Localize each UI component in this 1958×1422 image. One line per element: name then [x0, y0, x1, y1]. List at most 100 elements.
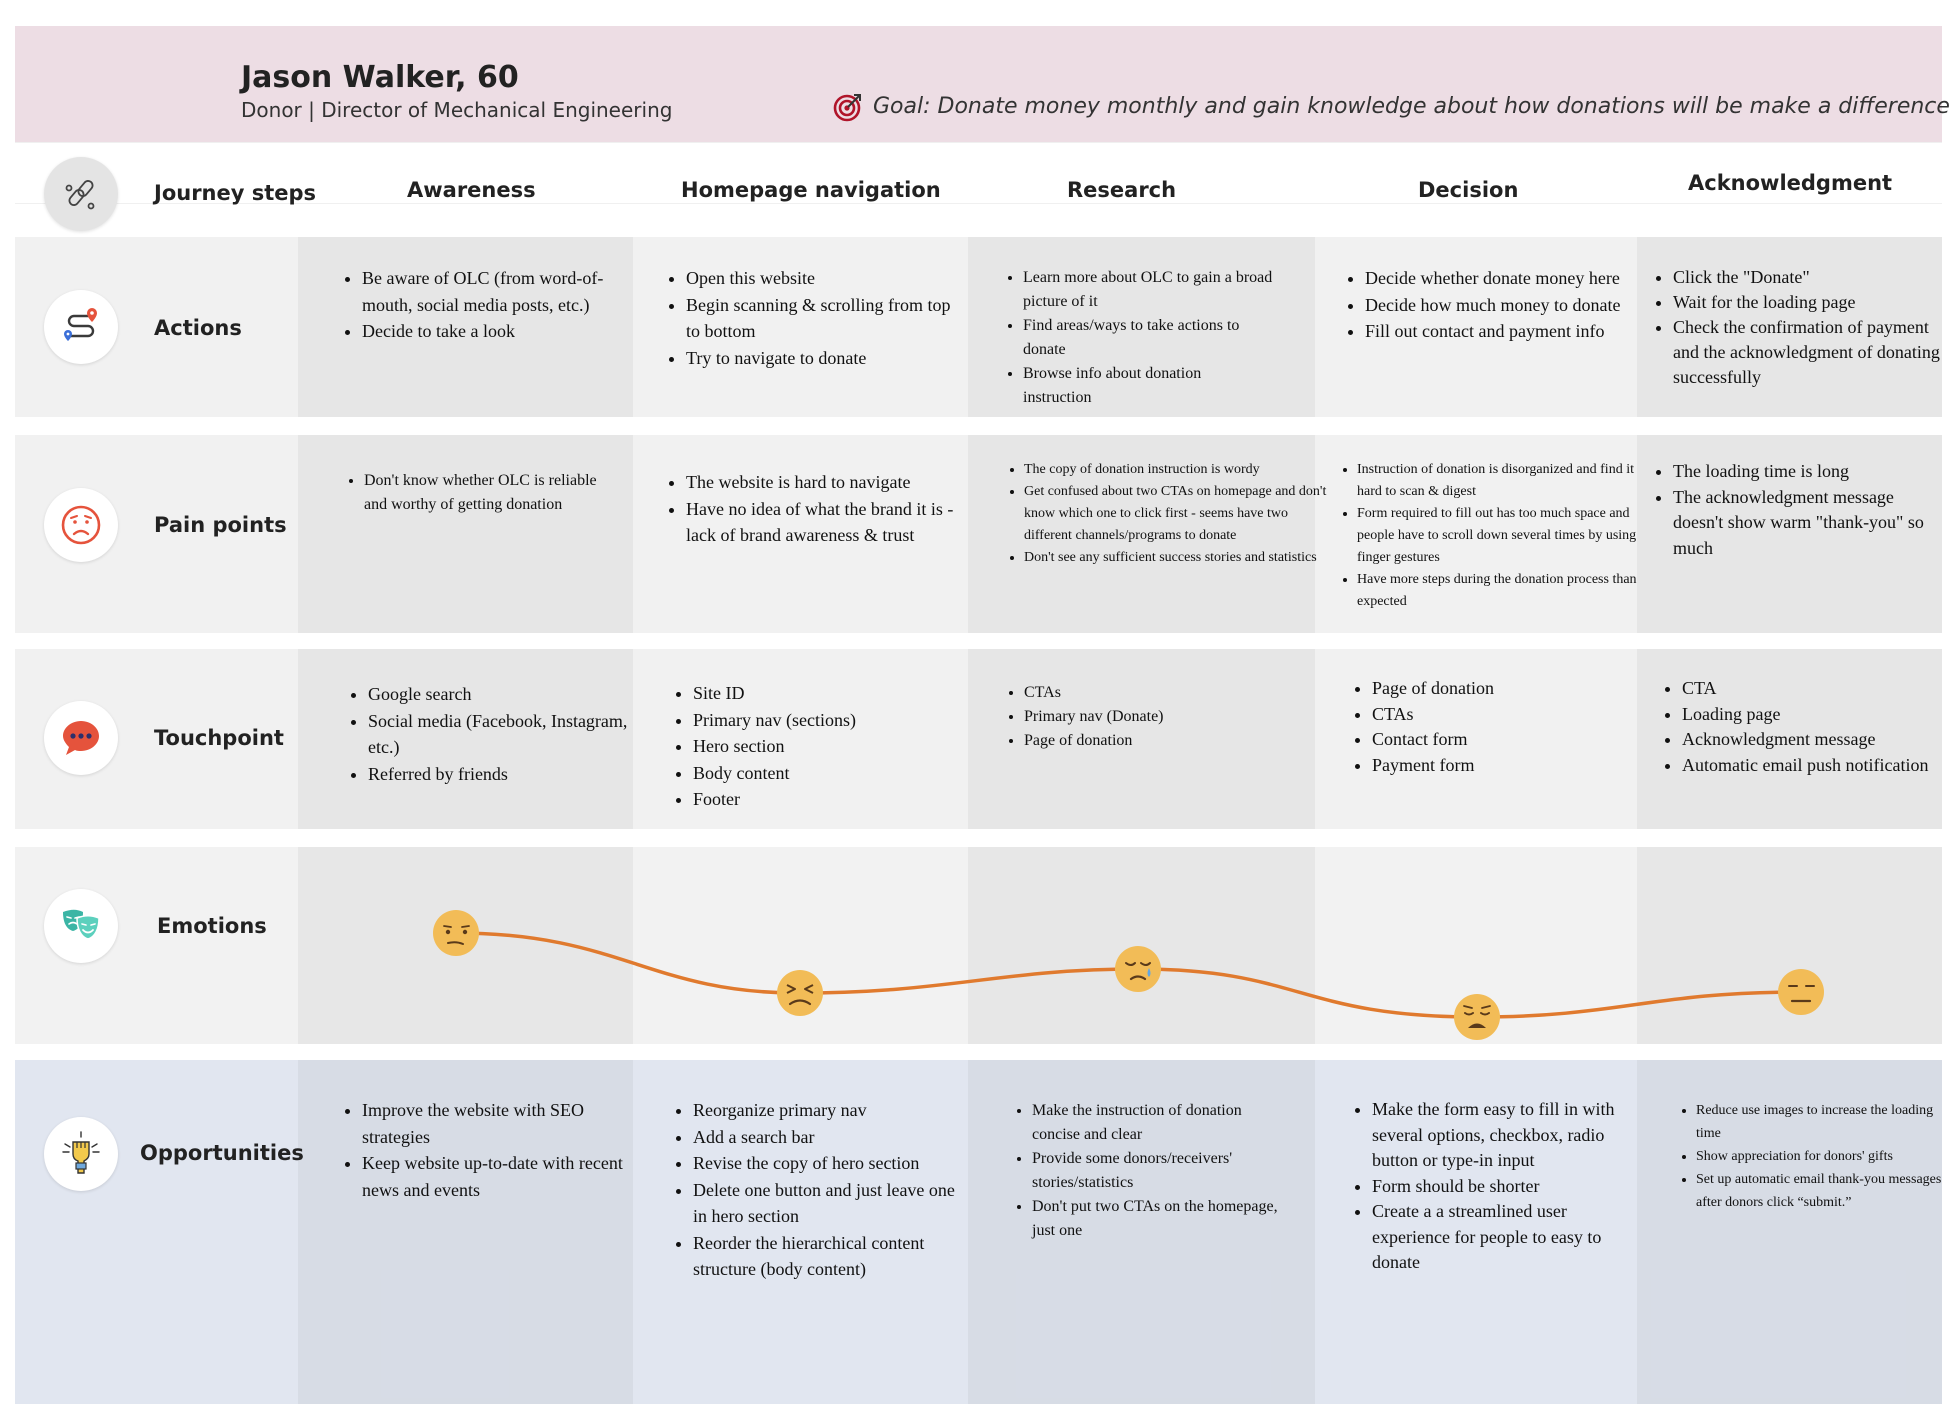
list-item: Page of donation [1024, 729, 1284, 753]
list-item: Keep website up-to-date with recent news… [362, 1150, 634, 1203]
list-item: Find areas/ways to take actions to donat… [1023, 314, 1273, 362]
list-item: Reorder the hierarchical content structu… [693, 1230, 968, 1283]
list-item: Reorganize primary nav [693, 1097, 968, 1124]
list-item: CTAs [1372, 702, 1642, 728]
list-item: Learn more about OLC to gain a broad pic… [1023, 266, 1273, 314]
touchpoint-label: Touchpoint [154, 726, 284, 750]
list-item: Instruction of donation is disorganized … [1357, 459, 1655, 503]
list-item: The copy of donation instruction is word… [1024, 459, 1334, 481]
step-decision: Decision [1418, 178, 1519, 202]
list-item: Contact form [1372, 727, 1642, 753]
list-item: The acknowledgment message doesn't show … [1673, 485, 1945, 562]
touch-decision: Page of donation CTAs Contact form Payme… [1352, 676, 1642, 778]
pain-awareness: Don't know whether OLC is reliable and w… [344, 469, 614, 517]
list-item: CTAs [1024, 681, 1284, 705]
list-item: Click the "Donate" [1673, 265, 1945, 290]
list-item: CTA [1682, 676, 1958, 702]
list-item: Set up automatic email thank-you message… [1696, 1168, 1952, 1214]
step-research: Research [1067, 178, 1177, 202]
actions-homepage-navigation: Open this website Begin scanning & scrol… [666, 265, 968, 371]
actions-label: Actions [154, 316, 242, 340]
list-item: Show appreciation for donors' gifts [1696, 1145, 1952, 1168]
list-item: Add a search bar [693, 1124, 968, 1151]
journey-steps-row [15, 142, 1942, 204]
footsteps-icon [44, 157, 118, 231]
list-item: Browse info about donation instruction [1023, 362, 1273, 410]
list-item: Decide whether donate money here [1365, 265, 1655, 292]
list-item: Don't know whether OLC is reliable and w… [364, 469, 614, 517]
list-item: Decide how much money to donate [1365, 292, 1655, 319]
actions-decision: Decide whether donate money here Decide … [1345, 265, 1655, 345]
actions-awareness: Be aware of OLC (from word-of-mouth, soc… [342, 265, 638, 345]
list-item: Revise the copy of hero section [693, 1150, 968, 1177]
actions-acknowledgment: Click the "Donate" Wait for the loading … [1653, 265, 1945, 390]
list-item: Body content [693, 760, 963, 787]
pain-research: The copy of donation instruction is word… [1004, 459, 1334, 569]
journey-steps-label: Journey steps [154, 181, 317, 205]
opp-awareness: Improve the website with SEO strategies … [342, 1097, 634, 1203]
raised-fist-icon [44, 1117, 118, 1191]
pain-decision: Instruction of donation is disorganized … [1337, 459, 1655, 613]
opp-homepage-navigation: Reorganize primary nav Add a search bar … [673, 1097, 968, 1283]
list-item: Create a a streamlined user experience f… [1372, 1199, 1634, 1276]
list-item: Don't put two CTAs on the homepage, just… [1032, 1195, 1287, 1243]
route-pins-icon [44, 290, 118, 364]
list-item: Primary nav (sections) [693, 707, 963, 734]
list-item: Loading page [1682, 702, 1958, 728]
theater-masks-icon [44, 889, 118, 963]
list-item: Decide to take a look [362, 318, 638, 345]
touch-acknowledgment: CTA Loading page Acknowledgment message … [1662, 676, 1958, 778]
chat-bubble-icon [44, 701, 118, 775]
list-item: Primary nav (Donate) [1024, 705, 1284, 729]
emotions-row [15, 847, 1942, 1044]
step-awareness: Awareness [407, 178, 536, 202]
list-item: Site ID [693, 680, 963, 707]
list-item: Don't see any sufficient success stories… [1024, 547, 1334, 569]
list-item: Referred by friends [368, 761, 640, 788]
opp-research: Make the instruction of donation concise… [1012, 1099, 1287, 1243]
step-acknowledgment: Acknowledgment [1688, 171, 1893, 195]
list-item: Delete one button and just leave one in … [693, 1177, 968, 1230]
list-item: Page of donation [1372, 676, 1642, 702]
list-item: Form required to fill out has too much s… [1357, 503, 1655, 569]
pain-acknowledgment: The loading time is long The acknowledgm… [1653, 459, 1945, 561]
list-item: Open this website [686, 265, 968, 292]
list-item: Get confused about two CTAs on homepage … [1024, 481, 1334, 547]
emotion-face-research [1115, 946, 1161, 992]
list-item: The website is hard to navigate [686, 469, 982, 496]
emotion-face-awareness [433, 910, 479, 956]
list-item: Fill out contact and payment info [1365, 318, 1655, 345]
list-item: Begin scanning & scrolling from top to b… [686, 292, 968, 345]
persona-name: Jason Walker, 60 [241, 60, 519, 95]
actions-row [15, 237, 1942, 417]
pain-points-row [15, 435, 1942, 633]
emotion-face-homepage-navigation [777, 970, 823, 1016]
touch-awareness: Google search Social media (Facebook, In… [348, 681, 640, 787]
list-item: Be aware of OLC (from word-of-mouth, soc… [362, 265, 638, 318]
list-item: Google search [368, 681, 640, 708]
opp-decision: Make the form easy to fill in with sever… [1352, 1097, 1634, 1276]
list-item: Reduce use images to increase the loadin… [1696, 1099, 1952, 1145]
list-item: Acknowledgment message [1682, 727, 1958, 753]
goal-target-icon [833, 94, 861, 122]
list-item: Make the form easy to fill in with sever… [1372, 1097, 1634, 1174]
list-item: Make the instruction of donation concise… [1032, 1099, 1287, 1147]
emotions-label: Emotions [157, 914, 267, 938]
opportunities-label: Opportunities [140, 1141, 304, 1165]
list-item: Improve the website with SEO strategies [362, 1097, 634, 1150]
list-item: The loading time is long [1673, 459, 1945, 485]
pain-homepage-navigation: The website is hard to navigate Have no … [666, 469, 982, 549]
touchpoint-row [15, 649, 1942, 829]
pain-points-label: Pain points [154, 513, 287, 537]
touch-homepage-navigation: Site ID Primary nav (sections) Hero sect… [673, 680, 963, 813]
emotion-face-acknowledgment [1778, 969, 1824, 1015]
step-homepage-navigation: Homepage navigation [681, 178, 941, 202]
emotion-face-decision [1454, 994, 1500, 1040]
sad-face-icon [44, 488, 118, 562]
list-item: Automatic email push notification [1682, 753, 1958, 779]
list-item: Footer [693, 786, 963, 813]
list-item: Wait for the loading page [1673, 290, 1945, 315]
opportunities-row [15, 1060, 1942, 1404]
opp-acknowledgment: Reduce use images to increase the loadin… [1676, 1099, 1952, 1214]
list-item: Try to navigate to donate [686, 345, 968, 372]
